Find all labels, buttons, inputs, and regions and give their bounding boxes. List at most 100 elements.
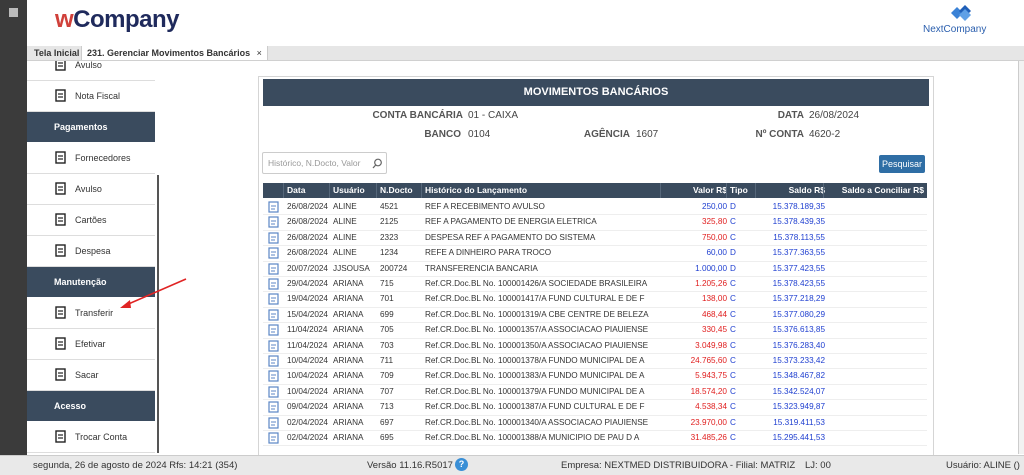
sidebar-item[interactable]: Trocar Conta <box>27 422 155 453</box>
table-cell: 26/08/2024 <box>287 248 328 258</box>
table-cell: Ref.CR.Doc.BL No. 100001379/A FUNDO MUNI… <box>425 386 645 396</box>
item-label: Efetivar <box>75 339 106 349</box>
table-row[interactable]: 11/04/2024 ARIANA 703 Ref.CR.Doc.BL No. 100… <box>263 338 927 354</box>
row-icon[interactable] <box>267 339 281 353</box>
field-value: 0104 <box>468 129 491 140</box>
section-label: Pagamentos <box>54 122 108 132</box>
table-cell: C <box>730 356 736 365</box>
row-icon[interactable] <box>267 369 281 383</box>
tab-active[interactable]: 231. Gerenciar Movimentos Bancários × <box>81 46 268 60</box>
table-row[interactable]: 02/04/2024 ARIANA 695 Ref.CR.Doc.BL No. 100… <box>263 430 927 447</box>
table-cell: C <box>730 232 736 242</box>
logo[interactable]: wCompany <box>55 6 180 34</box>
sidebar-item[interactable]: Efetivar <box>27 329 155 360</box>
sidebar-item[interactable]: Avulso <box>27 174 155 205</box>
table-row[interactable]: 09/04/2024 ARIANA 713 Ref.CR.Doc.BL No. 100… <box>263 399 927 416</box>
table-cell: 15.373.233,42 <box>772 356 825 365</box>
table-cell: Ref.CR.Doc.BL No. 100001417/A FUND CULTU… <box>425 294 645 304</box>
table-row[interactable]: 10/04/2024 ARIANA 707 Ref.CR.Doc.BL No. 100… <box>263 384 927 401</box>
table-row[interactable]: 11/04/2024 ARIANA 705 Ref.CR.Doc.BL No. 100… <box>263 322 927 339</box>
row-icon[interactable] <box>267 416 281 430</box>
row-icon[interactable] <box>267 431 281 445</box>
item-icon <box>55 306 66 319</box>
sidebar-item[interactable]: Sacar <box>27 360 155 391</box>
table-row[interactable]: 29/04/2024 ARIANA 715 Ref.CR.Doc.BL No. 100… <box>263 276 927 293</box>
table-cell: 3.049,98 <box>695 340 727 350</box>
field-label: CONTA BANCÁRIA <box>372 110 463 121</box>
logo-name: Company <box>73 6 180 33</box>
table-cell: 4.538,34 <box>695 402 727 412</box>
table-cell: Ref.CR.Doc.BL No. 100001319/A CBE CENTRE… <box>425 309 649 319</box>
section-label: Acesso <box>54 401 87 411</box>
icon-shape <box>268 386 279 398</box>
search-input[interactable]: Histórico, N.Docto, Valor <box>262 152 387 174</box>
table-cell: Ref.CR.Doc.BL No. 100001426/A SOCIEDADE … <box>425 279 648 288</box>
table-row[interactable]: 15/04/2024 ARIANA 699 Ref.CR.Doc.BL No. 100… <box>263 307 927 324</box>
table-cell: C <box>730 294 736 304</box>
row-icon[interactable] <box>267 231 281 245</box>
icon-shape <box>55 182 66 195</box>
row-icon[interactable] <box>267 215 281 229</box>
table-row[interactable]: 02/04/2024 ARIANA 697 Ref.CR.Doc.BL No. 100… <box>263 415 927 431</box>
sidebar-item[interactable]: Despesa <box>27 236 155 267</box>
table-cell: 15.377.363,55 <box>772 248 825 258</box>
table-row[interactable]: 19/04/2024 ARIANA 701 Ref.CR.Doc.BL No. 100… <box>263 291 927 308</box>
table-cell: 715 <box>380 279 394 288</box>
row-icon[interactable] <box>267 246 281 260</box>
icon-shape <box>268 370 279 382</box>
table-row[interactable]: 26/08/2024 ALINE 2323 DESPESA REF A PAGAMEN… <box>263 230 927 247</box>
search-button[interactable]: Pesquisar <box>879 155 925 173</box>
row-icon[interactable] <box>267 200 281 214</box>
table-row[interactable]: 26/08/2024 ALINE 4521 REF A RECEBIMENTO AVU… <box>263 199 927 216</box>
scrollbar <box>1018 61 1024 454</box>
sidebar-item[interactable]: Nota Fiscal <box>27 81 155 112</box>
column-divider <box>823 183 824 198</box>
annotation-arrow <box>120 278 187 308</box>
row-icon[interactable] <box>267 400 281 414</box>
rail-icon[interactable] <box>0 4 27 24</box>
column-divider <box>283 183 284 198</box>
row-icon[interactable] <box>267 292 281 306</box>
table-cell: 15.378.189,35 <box>772 202 825 211</box>
column-divider <box>421 183 422 198</box>
table-cell: 15.342.524,07 <box>772 386 825 396</box>
icon-shape <box>55 368 66 381</box>
table-cell: 695 <box>380 433 394 442</box>
item-icon <box>55 182 66 195</box>
row-icon[interactable] <box>267 277 281 291</box>
row-icon[interactable] <box>267 323 281 337</box>
item-icon <box>55 89 66 102</box>
table-row[interactable]: 26/08/2024 ALINE 2125 REF A PAGAMENTO DE EN… <box>263 214 927 231</box>
sidebar-item[interactable]: Cartões <box>27 205 155 236</box>
table-cell: REFE A DINHEIRO PARA TROCO <box>425 248 552 258</box>
row-icon[interactable] <box>267 354 281 368</box>
sidebar-item[interactable]: Avulso <box>27 61 155 81</box>
tab[interactable]: Tela Inicial <box>34 48 80 58</box>
table-row[interactable]: 10/04/2024 ARIANA 711 Ref.CR.Doc.BL No. 100… <box>263 353 927 370</box>
left-rail <box>0 0 27 474</box>
table-row[interactable]: 20/07/2024 JJSOUSA 200724 TRANSFERENCIA BAN… <box>263 261 927 277</box>
table-cell: 24.765,60 <box>690 356 727 365</box>
help-button[interactable]: ? <box>455 458 468 471</box>
table-cell: 09/04/2024 <box>287 402 328 412</box>
table-cell: 250,00 <box>701 202 727 211</box>
tab-close[interactable]: × <box>256 48 262 58</box>
icon-shape <box>55 151 66 164</box>
table-cell: ALINE <box>333 202 357 211</box>
table-cell: 11/04/2024 <box>287 325 328 335</box>
row-icon[interactable] <box>267 385 281 399</box>
table-cell: ALINE <box>333 232 357 242</box>
sidebar-item[interactable]: Transferir <box>27 298 155 329</box>
sidebar-item[interactable]: Fornecedores <box>27 143 155 174</box>
table-row[interactable]: 10/04/2024 ARIANA 709 Ref.CR.Doc.BL No. 100… <box>263 368 927 385</box>
table-cell: 31.485,26 <box>690 433 727 442</box>
table-cell: 15.323.949,87 <box>772 402 825 412</box>
table-row[interactable]: 26/08/2024 ALINE 1234 REFE A DINHEIRO PARA … <box>263 245 927 262</box>
row-icon[interactable] <box>267 308 281 322</box>
table-cell: 1.000,00 <box>695 263 727 273</box>
table-cell: 138,00 <box>701 294 727 304</box>
row-icon[interactable] <box>267 262 281 276</box>
table-cell: 15.378.113,55 <box>773 232 825 242</box>
tab-bar: Tela Inicial 231. Gerenciar Movimentos B… <box>27 46 1024 61</box>
table-cell: C <box>730 217 736 227</box>
